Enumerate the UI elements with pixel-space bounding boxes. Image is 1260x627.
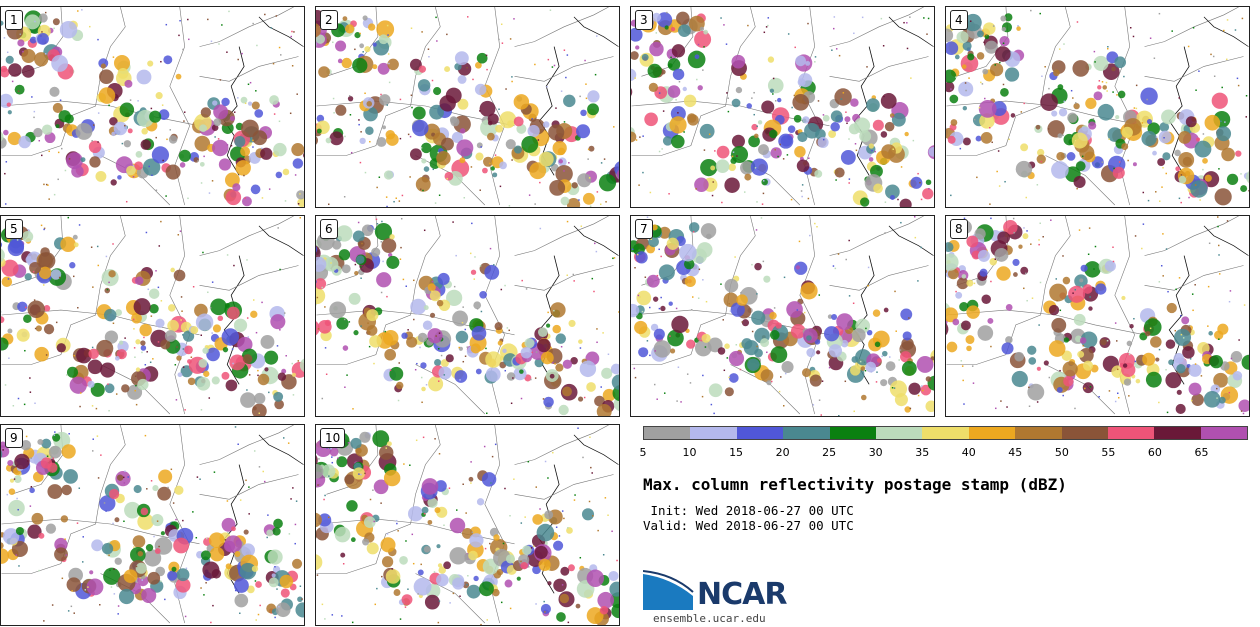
ensemble-member-panel: 5 [0, 215, 305, 417]
ensemble-member-panel: 7 [630, 215, 935, 417]
member-number-label: 1 [5, 10, 23, 30]
figure-title: Max. column reflectivity postage stamp (… [643, 475, 1067, 494]
member-number-label: 4 [950, 10, 968, 30]
colorbar-tick: 40 [961, 446, 976, 459]
reflectivity-map [946, 7, 1249, 206]
reflectivity-map [316, 216, 619, 416]
colorbar-tick: 20 [775, 446, 790, 459]
reflectivity-map [631, 216, 934, 416]
ncar-logo-text: NCAR [697, 577, 787, 612]
reflectivity-map [1, 216, 304, 416]
colorbar-segment [829, 427, 876, 439]
member-number-label: 8 [950, 219, 968, 239]
reflectivity-map [631, 7, 934, 207]
colorbar-segment [690, 427, 737, 439]
member-number-label: 9 [5, 428, 23, 448]
colorbar-segment [968, 427, 1016, 439]
reflectivity-colorbar [643, 426, 1248, 440]
colorbar-tick: 50 [1054, 446, 1069, 459]
ncar-logo-icon [643, 570, 694, 610]
member-number-label: 3 [635, 10, 653, 30]
colorbar-segment [922, 427, 969, 439]
logo-url: ensemble.ucar.edu [653, 612, 766, 625]
reflectivity-map [1, 7, 304, 207]
reflectivity-map [946, 216, 1249, 415]
ensemble-member-panel: 10 [315, 424, 620, 626]
colorbar-segment [1154, 427, 1201, 439]
colorbar-tick: 35 [915, 446, 930, 459]
colorbar-segment [1107, 427, 1155, 439]
colorbar-tick: 5 [639, 446, 647, 459]
ensemble-member-panel: 1 [0, 6, 305, 208]
member-number-label: 2 [320, 10, 338, 30]
colorbar-tick: 55 [1101, 446, 1116, 459]
colorbar-segment [1015, 427, 1062, 439]
colorbar-segment [783, 427, 830, 439]
ensemble-member-panel: 6 [315, 215, 620, 417]
colorbar-tick: 15 [729, 446, 744, 459]
colorbar-tick-labels: 5 10 15 20 25 30 35 40 45 50 55 60 65 [639, 446, 1248, 460]
member-number-label: 6 [320, 219, 338, 239]
colorbar-segment [1061, 427, 1108, 439]
reflectivity-map [1, 425, 304, 624]
colorbar-tick: 45 [1008, 446, 1023, 459]
colorbar-segment [644, 427, 691, 439]
member-number-label: 7 [635, 219, 653, 239]
colorbar-tick: 10 [682, 446, 697, 459]
ensemble-member-panel: 8 [945, 215, 1250, 417]
colorbar-tick: 25 [822, 446, 837, 459]
colorbar-segment [875, 427, 923, 439]
colorbar-segment [736, 427, 784, 439]
colorbar-segment [1200, 427, 1248, 439]
member-number-label: 5 [5, 219, 23, 239]
colorbar-tick: 60 [1147, 446, 1162, 459]
ensemble-member-panel: 3 [630, 6, 935, 208]
init-time: Init: Wed 2018-06-27 00 UTC [643, 503, 854, 518]
colorbar-tick: 65 [1194, 446, 1209, 459]
valid-time: Valid: Wed 2018-06-27 00 UTC [643, 518, 854, 533]
reflectivity-map [316, 425, 619, 625]
reflectivity-map [316, 7, 619, 207]
ensemble-member-panel: 4 [945, 6, 1250, 208]
ensemble-member-panel: 2 [315, 6, 620, 208]
colorbar-tick: 30 [868, 446, 883, 459]
ensemble-member-panel: 9 [0, 424, 305, 626]
member-number-label: 10 [320, 428, 346, 448]
